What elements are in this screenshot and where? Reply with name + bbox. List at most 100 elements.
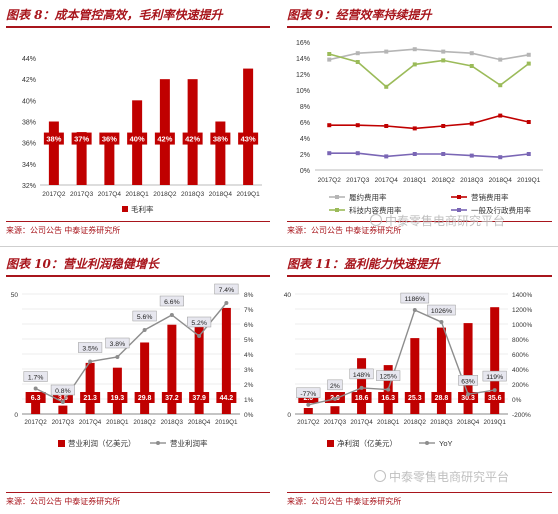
y2-tick-label: 400% xyxy=(512,367,529,374)
ratio-point xyxy=(33,386,38,391)
bar xyxy=(104,142,115,185)
source-note: 来源：公司公告 中泰证券研究所 xyxy=(287,492,552,510)
data-point xyxy=(355,151,360,156)
x-tick-label: 2017Q2 xyxy=(318,177,342,184)
bar xyxy=(330,406,340,414)
x-tick-label: 2019Q1 xyxy=(517,177,541,184)
series-line xyxy=(329,48,529,61)
legend-label: 毛利率 xyxy=(131,204,154,214)
ratio-point xyxy=(306,402,311,407)
bar xyxy=(167,324,177,414)
ratio-label-box xyxy=(376,370,401,381)
ratio-point xyxy=(359,385,364,390)
ratio-point xyxy=(332,396,337,401)
ratio-label: 0.8% xyxy=(55,388,71,395)
x-tick-label: 2019Q1 xyxy=(215,419,238,426)
y-tick-label: 32% xyxy=(22,183,36,190)
ratio-label-box xyxy=(327,379,343,391)
data-label: 40% xyxy=(130,135,145,144)
bar xyxy=(303,408,313,414)
data-point xyxy=(498,155,503,160)
x-tick-label: 2018Q2 xyxy=(133,419,156,426)
ratio-label: 119% xyxy=(486,374,503,381)
chart-panel-operating-profit: 图表 10：营业利润稳健增长 0% 1% 2% 3% 4% 5% 6% 7% 8% 0 50 6.3 2… xyxy=(0,249,276,514)
x-tick-label: 2018Q2 xyxy=(153,191,177,198)
data-point xyxy=(498,113,503,118)
bar-label: 6.3 xyxy=(31,395,41,402)
ratio-point xyxy=(492,388,497,393)
data-point xyxy=(441,49,446,54)
chart-panel-expense-ratios: 图表 9：经营效率持续提升 0% 2% 4% 6% 8% 10% 12% 14% 16% 2017… xyxy=(281,0,558,243)
x-tick-label: 2018Q3 xyxy=(430,419,453,426)
y2-tick-label: 3% xyxy=(244,367,254,374)
legend-marker xyxy=(335,208,339,212)
y2-tick-label: 800% xyxy=(512,337,529,344)
data-label: 37% xyxy=(74,135,89,144)
bar xyxy=(58,405,68,414)
data-label-box xyxy=(154,132,175,145)
data-label-box xyxy=(43,132,64,145)
x-tick-label: 2017Q3 xyxy=(324,419,347,426)
watermark-logo-icon xyxy=(374,470,386,482)
bar-label: 3.5 xyxy=(58,395,68,402)
chart-title: 图表 10：营业利润稳健增长 xyxy=(6,255,270,277)
legend-label: 科技内容费用率 xyxy=(349,205,402,215)
x-tick-label: 2019Q1 xyxy=(237,191,261,198)
ratio-point xyxy=(142,328,147,332)
data-point xyxy=(327,52,332,56)
x-tick-label: 2018Q4 xyxy=(489,177,513,184)
data-point xyxy=(441,124,446,128)
y-tick-label: 50 xyxy=(11,292,19,299)
ratio-point xyxy=(466,392,471,397)
ratio-label-box xyxy=(159,295,184,307)
bar xyxy=(410,338,420,414)
y2-tick-label: 600% xyxy=(512,352,529,359)
ratio-label: 1026% xyxy=(431,308,452,315)
bar xyxy=(112,367,122,414)
source-note: 来源：公司公告 中泰证券研究所 xyxy=(287,221,552,239)
x-tick-label: 2018Q2 xyxy=(404,419,427,426)
y-tick-label: 2% xyxy=(300,152,310,159)
ratio-point xyxy=(224,301,229,305)
ratio-point xyxy=(412,308,417,313)
bar xyxy=(31,398,41,414)
x-tick-label: 2018Q1 xyxy=(403,177,427,184)
data-point xyxy=(441,152,446,156)
x-tick-label: 2018Q1 xyxy=(106,419,129,426)
x-tick-label: 2017Q2 xyxy=(42,191,66,198)
ratio-label: 3.5% xyxy=(82,346,98,353)
legend-marker xyxy=(156,441,160,445)
legend-swatch xyxy=(58,440,65,447)
data-point xyxy=(412,47,417,52)
data-point xyxy=(412,126,417,131)
ratio-label-box xyxy=(23,371,48,382)
legend-marker xyxy=(457,195,461,199)
legend-label: 一般及行政费用率 xyxy=(471,205,531,215)
ratio-label: 125% xyxy=(379,374,396,381)
legend-marker xyxy=(425,441,429,445)
bar-label: 35.6 xyxy=(488,395,502,402)
y-tick-label: 40 xyxy=(284,292,292,299)
ratio-point xyxy=(439,320,444,325)
bar-label: 2.0 xyxy=(303,395,313,402)
x-tick-label: 2018Q3 xyxy=(181,191,205,198)
watermark: 中泰零售电商研究平台 xyxy=(374,468,509,485)
y-tick-label: 4% xyxy=(300,136,310,143)
gross-margin-chart: 32% 34% 36% 38% 40% 42% 44% 38% 2017Q2 37% 2017Q3 3… xyxy=(22,56,262,214)
bar xyxy=(215,121,226,185)
y-tick-label: 0% xyxy=(300,168,310,175)
net-profit-chart: -200% 0% 200% 400% 600% 800% 1000% 1200% 1400% 0 4… xyxy=(284,292,533,448)
bar xyxy=(436,327,446,414)
bar xyxy=(187,79,198,185)
data-label-box xyxy=(210,132,231,145)
ratio-label: 7.4% xyxy=(219,287,235,294)
data-label-box xyxy=(238,132,259,145)
data-label: 38% xyxy=(46,135,61,144)
bar-label-box xyxy=(431,392,452,403)
bar xyxy=(194,323,204,414)
data-point xyxy=(412,152,417,156)
data-point xyxy=(355,51,360,56)
data-point xyxy=(327,123,332,128)
ratio-point xyxy=(88,359,93,364)
ratio-label: 6.6% xyxy=(164,299,180,306)
